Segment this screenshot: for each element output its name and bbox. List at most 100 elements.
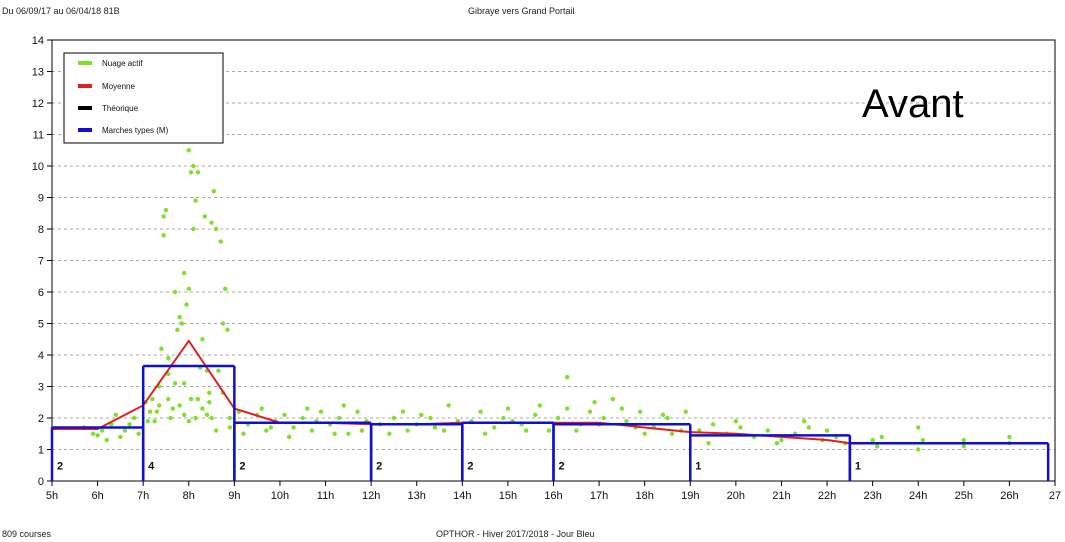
scatter-point <box>104 437 109 443</box>
scatter-point <box>710 422 716 427</box>
y-tick-label: 4 <box>38 350 44 362</box>
footer-period: OPTHOR - Hiver 2017/2018 - Jour Bleu <box>436 529 595 539</box>
scatter-point <box>405 428 410 433</box>
scatter-point <box>113 412 119 418</box>
x-tick-label: 12h <box>362 490 380 502</box>
scatter-point <box>282 412 287 418</box>
x-tick-label: 7h <box>137 490 149 502</box>
scatter-point <box>505 406 511 411</box>
legend-label-nuage: Nuage actif <box>102 59 143 68</box>
scatter-point <box>172 289 178 295</box>
scatter-point <box>774 441 780 446</box>
x-tick-label: 22h <box>818 490 836 502</box>
scatter-point <box>170 406 176 411</box>
scatter-point <box>211 189 217 194</box>
scatter-point <box>779 437 784 443</box>
scatter-point <box>264 428 269 433</box>
legend-label-theorique: Théorique <box>102 104 139 113</box>
scatter-point <box>216 368 221 373</box>
scatter-point <box>200 406 205 411</box>
x-tick-label: 17h <box>590 490 608 502</box>
marche-count-label: 2 <box>239 460 245 472</box>
legend-swatch-nuage <box>78 61 92 65</box>
scatter-point <box>587 409 593 414</box>
scatter-point <box>259 406 264 411</box>
scatter-point <box>920 437 925 443</box>
x-tick-label: 5h <box>46 490 58 502</box>
x-tick-label: 27 <box>1049 490 1061 502</box>
legend-label-marches: Marches types (M) <box>102 126 169 135</box>
scatter-point <box>220 321 226 326</box>
scatter-point <box>131 415 137 421</box>
x-tick-label: 11h <box>317 490 335 502</box>
scatter-point <box>145 418 150 424</box>
x-tick-label: 24h <box>909 490 927 502</box>
scatter-point <box>637 409 643 414</box>
scatter-point <box>166 396 171 402</box>
scatter-point <box>207 400 212 405</box>
scatter-point <box>213 428 219 433</box>
scatter-point <box>432 425 438 430</box>
scatter-point <box>359 428 365 433</box>
scatter-point <box>478 409 483 414</box>
scatter-point <box>400 409 406 414</box>
scatter-point <box>665 415 670 421</box>
scatter-point <box>387 431 392 436</box>
scatter-point <box>1007 434 1012 440</box>
scatter-point <box>209 415 214 421</box>
scatter-point <box>523 428 529 433</box>
scatter-point <box>136 431 141 436</box>
legend-label-moyenne: Moyenne <box>102 82 135 91</box>
scatter-point <box>184 302 189 307</box>
y-tick-label: 0 <box>38 476 44 488</box>
scatter-point <box>683 409 688 414</box>
marche-count-label: 1 <box>695 460 701 472</box>
scatter-point <box>610 396 615 402</box>
scatter-point <box>824 428 830 433</box>
scatter-point <box>428 415 433 421</box>
y-tick-label: 8 <box>38 224 44 236</box>
y-tick-label: 5 <box>38 319 44 331</box>
legend-swatch-moyenne <box>78 84 92 88</box>
scatter-point <box>916 447 921 452</box>
y-tick-label: 3 <box>38 382 44 394</box>
scatter-point <box>337 415 342 421</box>
scatter-point <box>166 355 171 361</box>
scatter-point <box>122 428 128 433</box>
scatter-point <box>706 441 711 446</box>
scatter-point <box>961 437 967 443</box>
scatter-point <box>182 412 187 418</box>
scatter-point <box>592 400 597 405</box>
scatter-point <box>419 412 424 418</box>
y-tick-label: 10 <box>32 161 44 173</box>
scatter-point <box>501 415 506 421</box>
x-tick-label: 23h <box>863 490 881 502</box>
scatter-point <box>147 409 153 414</box>
scatter-point <box>207 390 212 395</box>
scatter-point <box>642 431 647 436</box>
marche-count-label: 2 <box>467 460 473 472</box>
scatter-point <box>90 431 96 436</box>
scatter-point <box>225 327 230 332</box>
scatter-point <box>188 170 194 175</box>
scatter-point <box>213 226 219 232</box>
scatter-point <box>154 409 160 414</box>
scatter-point <box>346 431 351 436</box>
annotation-avant: Avant <box>862 82 964 126</box>
x-tick-label: 16h <box>544 490 562 502</box>
scatter-point <box>492 425 497 430</box>
scatter-point <box>286 434 292 440</box>
scatter-point <box>546 428 552 433</box>
legend-swatch-marches <box>78 128 92 132</box>
scatter-point <box>241 431 246 436</box>
scatter-point <box>156 403 162 408</box>
scatter-point <box>209 220 214 225</box>
marches-series: 2 4 2 2 2 2 1 1 <box>50 364 1050 481</box>
scatter-point <box>182 270 187 276</box>
footer-course-count: 809 courses <box>2 529 52 539</box>
scatter-point <box>537 403 543 408</box>
scatter-point <box>191 226 196 232</box>
header-route-title: Gibraye vers Grand Portail <box>468 6 575 16</box>
legend: Nuage actif Moyenne Théorique Marches ty… <box>63 52 224 144</box>
